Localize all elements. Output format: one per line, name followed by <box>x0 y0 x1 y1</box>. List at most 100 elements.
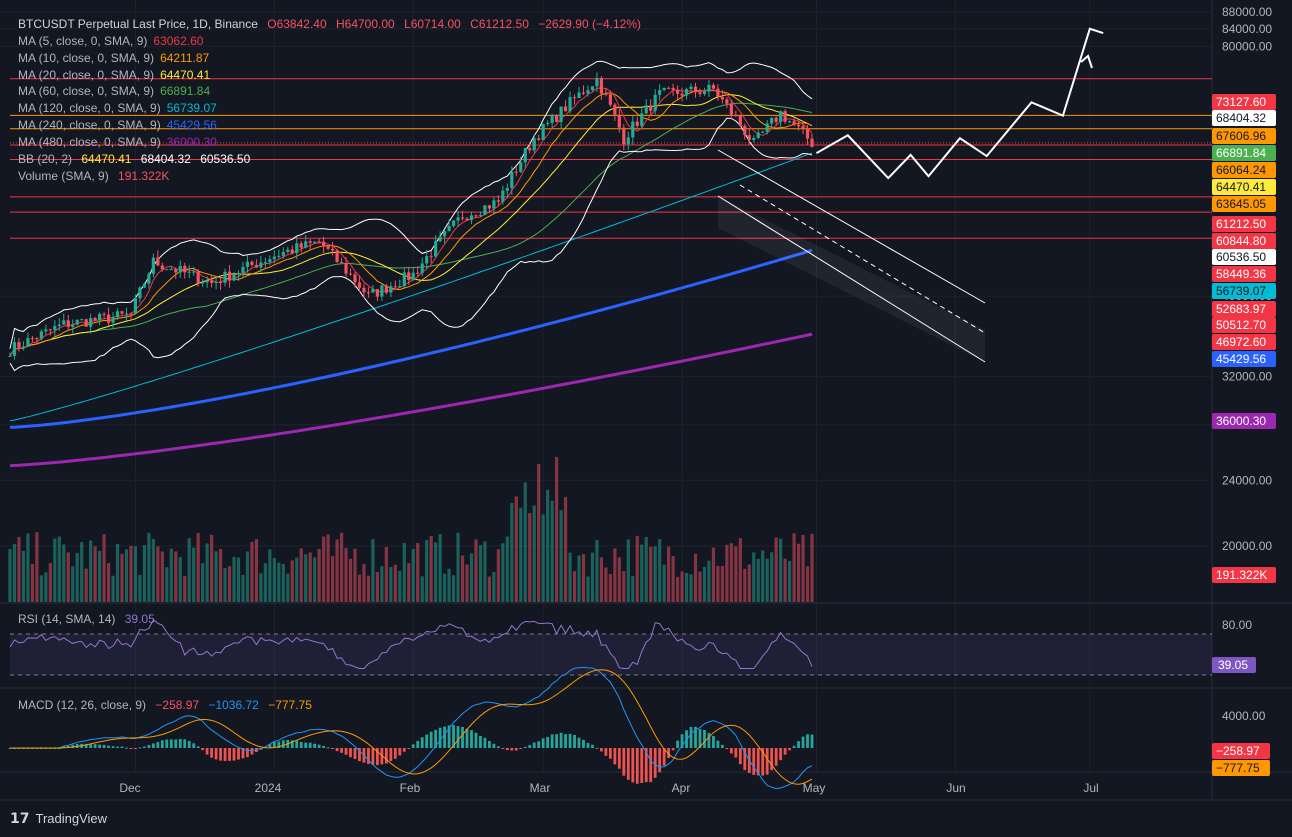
volume-bar <box>353 548 357 602</box>
volume-bar <box>75 552 79 602</box>
macd-axis-tick: 4000.00 <box>1222 709 1266 723</box>
volume-bar <box>174 551 178 602</box>
volume-bar <box>187 538 191 602</box>
macd-histogram-bar <box>600 748 603 752</box>
candle-body <box>720 96 724 100</box>
candle-body <box>398 286 402 288</box>
macd-histogram-bar <box>806 734 809 748</box>
candle-body <box>263 262 267 264</box>
ohlc-high-label: H <box>335 17 345 31</box>
ohlc-close-label: C <box>470 17 479 31</box>
macd-histogram-bar <box>138 747 142 749</box>
candle-body <box>201 282 205 284</box>
volume-bar <box>640 544 644 602</box>
volume-bar <box>698 571 702 602</box>
volume-bar <box>339 532 344 602</box>
price-badge <box>1212 351 1276 367</box>
volume-bar <box>151 538 155 602</box>
volume-bar <box>510 502 514 602</box>
price-badge-label: 61212.50 <box>1216 217 1266 231</box>
volume-bar <box>133 546 138 602</box>
macd-histogram-bar <box>582 739 585 748</box>
volume-bar <box>183 575 187 602</box>
macd-legend: MACD (12, 26, close, 9) −258.97 −1036.72… <box>18 697 318 713</box>
candle-body <box>259 262 263 268</box>
macd-histogram-bar <box>89 743 93 748</box>
candle-body <box>483 205 487 215</box>
volume-bar <box>156 546 160 602</box>
macd-histogram-bar <box>653 748 657 778</box>
ma-legend-row: MA (240, close, 0, SMA, 9) 45429.56 <box>18 117 223 133</box>
volume-bar <box>93 546 97 602</box>
volume-bar <box>447 568 451 602</box>
macd-histogram-bar <box>452 725 455 748</box>
macd-histogram-bar <box>765 748 769 775</box>
macd-histogram-bar <box>658 748 662 773</box>
candle-body <box>160 265 164 270</box>
candle-body <box>608 94 612 105</box>
macd-histogram-bar <box>698 729 702 748</box>
volume-bar <box>308 552 312 602</box>
macd-histogram-bar <box>640 748 644 784</box>
volume-bar <box>142 545 147 602</box>
macd-badge-label: −258.97 <box>1216 744 1260 758</box>
volume-value: 191.322K <box>118 169 170 183</box>
candle-body <box>304 241 308 248</box>
macd-histogram-bar <box>160 740 164 748</box>
volume-bar <box>572 571 577 602</box>
rsi-badge-label: 39.05 <box>1218 658 1248 672</box>
volume-bar <box>747 564 751 602</box>
macd-histogram-bar <box>523 746 527 748</box>
candle-body <box>21 346 26 348</box>
volume-bar <box>102 534 106 602</box>
candle-body <box>725 99 729 104</box>
price-badge <box>1212 283 1276 299</box>
macd-histogram-bar <box>577 737 581 748</box>
bb-basis: 64470.41 <box>81 152 132 166</box>
macd-histogram-bar <box>143 746 146 748</box>
volume-bar <box>80 542 84 602</box>
macd-histogram-bar <box>505 748 509 751</box>
candle-body <box>8 355 12 357</box>
macd-histogram-bar <box>694 726 697 748</box>
candle-body <box>17 342 21 348</box>
volume-bar <box>492 571 496 602</box>
candle-body <box>218 281 223 283</box>
candle-body <box>626 137 630 145</box>
volume-bar <box>586 576 590 602</box>
macd-histogram-bar <box>398 748 402 756</box>
macd-histogram-bar <box>201 748 205 751</box>
volume-bar <box>626 539 630 602</box>
price-badge <box>1212 249 1276 265</box>
macd-hist-badge-label: −777.75 <box>1216 761 1260 775</box>
volume-bar <box>770 552 774 602</box>
volume-name: Volume (SMA, 9) <box>18 169 109 183</box>
candle-body <box>631 121 635 138</box>
candle-body <box>734 114 738 116</box>
candle-body <box>313 241 317 243</box>
candle-body <box>711 84 716 89</box>
macd-histogram-bar <box>178 738 182 748</box>
macd-histogram-bar <box>532 742 536 748</box>
macd-histogram-bar <box>214 748 218 760</box>
candle-body <box>62 320 66 325</box>
volume-bar <box>505 536 509 602</box>
candle-body <box>102 313 106 315</box>
volume-bar <box>84 568 88 602</box>
candle-body <box>106 314 111 323</box>
candle-body <box>357 282 362 288</box>
price-badge-label: 66064.24 <box>1216 163 1266 177</box>
candle-body <box>649 105 653 111</box>
volume-bar <box>456 532 460 602</box>
candle-body <box>761 131 765 133</box>
candle-body <box>429 256 433 258</box>
tradingview-footer[interactable]: 𝟭𝟳 TradingView <box>10 810 107 827</box>
macd-histogram-bar <box>62 746 66 748</box>
macd-histogram-bar <box>344 748 348 755</box>
candle-body <box>617 114 621 128</box>
volume-bar <box>223 568 227 602</box>
volume-bar <box>644 536 648 602</box>
macd-histogram-bar <box>488 740 491 748</box>
volume-bar <box>357 574 362 602</box>
